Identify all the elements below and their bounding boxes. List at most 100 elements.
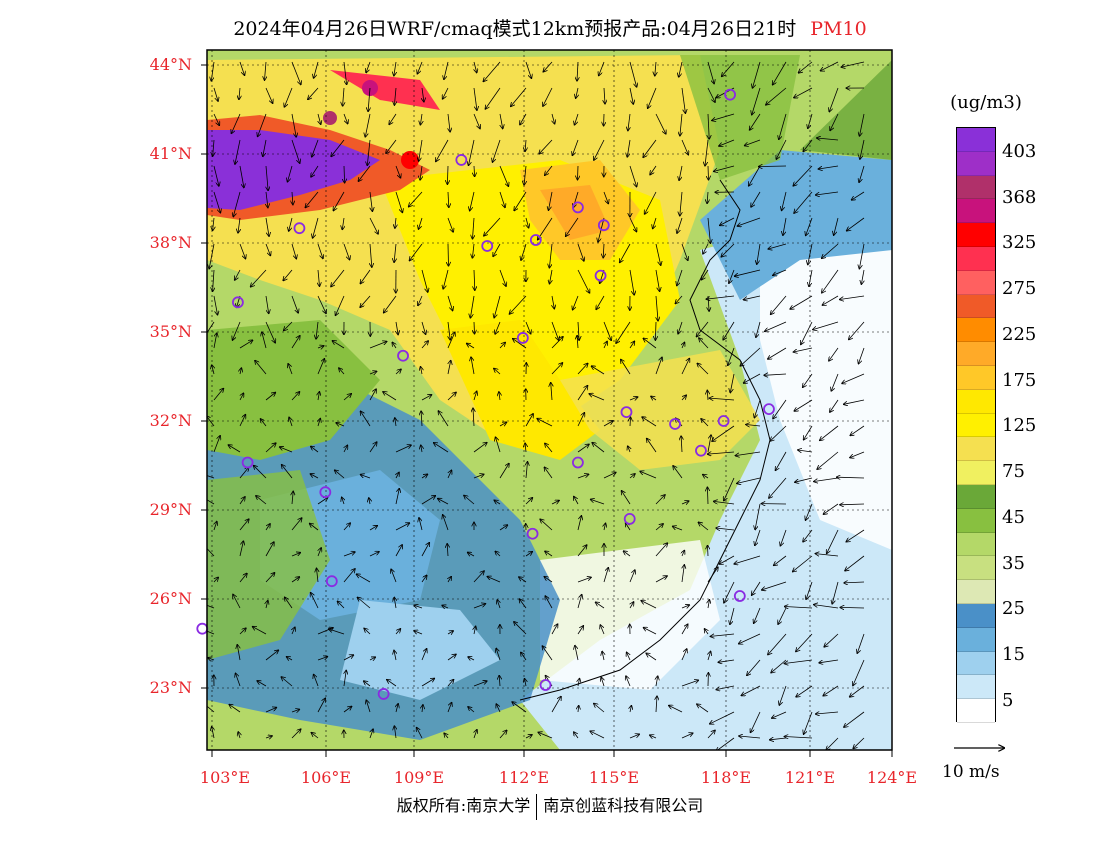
- wind-arrow: [806, 503, 813, 520]
- wind-arrow: [681, 139, 688, 155]
- wind-arrow: [368, 87, 370, 111]
- wind-arrow: [253, 627, 267, 635]
- colorbar-swatch: [957, 675, 995, 700]
- wind-arrow: [705, 629, 709, 635]
- wind-arrow: [468, 707, 475, 713]
- wind-arrow: [251, 269, 267, 287]
- wind-arrow: [265, 217, 269, 236]
- colorbar-swatch: [957, 365, 995, 390]
- wind-arrow: [716, 528, 735, 530]
- wind-arrow: [281, 677, 293, 687]
- copyright-divider: [536, 793, 538, 820]
- wind-arrow: [707, 87, 715, 102]
- wind-arrow: [577, 243, 584, 261]
- wind-arrow: [514, 622, 527, 635]
- wind-arrow: [681, 395, 686, 401]
- wind-arrow: [794, 399, 813, 411]
- wind-arrow: [396, 321, 398, 335]
- wind-arrow: [861, 269, 864, 284]
- wind-arrow: [421, 341, 428, 349]
- wind-arrow: [291, 709, 299, 712]
- wind-arrow: [845, 555, 865, 571]
- wind-arrow: [677, 269, 683, 286]
- wind-arrow: [699, 338, 709, 349]
- wind-arrow: [474, 626, 476, 635]
- lon-label-112: 112°E: [498, 768, 550, 787]
- lat-label-26: 26°N: [149, 589, 192, 608]
- wind-arrow: [840, 504, 865, 505]
- wind-arrow: [434, 443, 449, 453]
- wind-arrow: [643, 139, 657, 157]
- wind-arrow: [394, 243, 396, 262]
- wind-arrow: [544, 577, 553, 583]
- wind-arrow: [647, 439, 657, 453]
- wind-arrow: [394, 598, 396, 609]
- wind-arrow: [443, 269, 449, 289]
- wind-arrow: [447, 631, 453, 634]
- wind-arrow: [494, 295, 501, 318]
- city-marker: [763, 403, 775, 416]
- wind-arrow: [739, 633, 761, 644]
- wind-arrow: [603, 321, 611, 340]
- wind-arrow: [837, 477, 865, 478]
- wind-arrow: [394, 726, 396, 739]
- wind-arrow: [707, 61, 714, 84]
- wind-arrow: [265, 524, 270, 531]
- wind-arrow: [369, 217, 378, 234]
- lat-label-29: 29°N: [149, 500, 192, 519]
- wind-arrow: [824, 633, 839, 647]
- wind-arrow: [233, 321, 241, 340]
- wind-arrow: [291, 243, 296, 259]
- wind-arrow: [342, 217, 344, 229]
- wind-arrow: [473, 408, 474, 427]
- wind-arrow: [821, 61, 839, 71]
- wind-arrow: [729, 269, 735, 283]
- wind-arrow: [421, 367, 423, 375]
- wind-arrow: [759, 166, 787, 167]
- wind-vectors: [207, 61, 865, 750]
- wind-arrow: [448, 243, 449, 266]
- wind-arrow: [239, 340, 253, 349]
- wind-arrow: [680, 191, 682, 216]
- wind-arrow: [816, 712, 839, 714]
- wind-arrow: [746, 425, 761, 427]
- wind-arrow: [735, 269, 761, 276]
- wind-arrow: [648, 87, 657, 108]
- wind-arrow: [239, 87, 240, 99]
- wind-arrow: [469, 139, 475, 165]
- wind-arrow: [361, 475, 371, 479]
- lat-label-44: 44°N: [149, 55, 192, 74]
- wind-arrow: [603, 191, 608, 204]
- wind-arrow: [213, 436, 220, 453]
- wind-arrow: [773, 399, 787, 419]
- wind-arrow: [621, 360, 631, 375]
- wind-arrow: [447, 680, 454, 687]
- wind-arrow: [343, 523, 350, 531]
- colorbar-swatch: [957, 437, 995, 462]
- wind-arrow: [720, 217, 735, 225]
- wind-arrow: [817, 138, 839, 140]
- wind-arrow: [712, 425, 735, 441]
- wind-arrow: [849, 321, 865, 340]
- wind-arrow: [511, 87, 527, 106]
- city-markers: [196, 88, 775, 700]
- wind-arrow: [317, 698, 325, 713]
- wind-arrow: [280, 447, 293, 453]
- wind-arrow: [799, 61, 813, 73]
- wind-arrow: [819, 165, 839, 169]
- wind-arrow: [817, 451, 839, 469]
- wind-arrow: [233, 595, 241, 609]
- wind-arrow: [603, 473, 616, 479]
- wind-arrow: [651, 396, 657, 400]
- wind-arrow: [697, 321, 709, 337]
- wind-arrow: [207, 321, 215, 334]
- wind-arrow: [448, 191, 449, 207]
- wind-arrow: [795, 477, 813, 482]
- wind-arrow: [239, 415, 245, 427]
- colorbar-label: 75: [1002, 461, 1025, 482]
- wind-arrow: [214, 522, 217, 531]
- wind-arrow: [602, 652, 604, 661]
- wind-arrow: [752, 581, 761, 595]
- wind-arrow: [656, 696, 657, 713]
- wind-arrow: [525, 679, 527, 687]
